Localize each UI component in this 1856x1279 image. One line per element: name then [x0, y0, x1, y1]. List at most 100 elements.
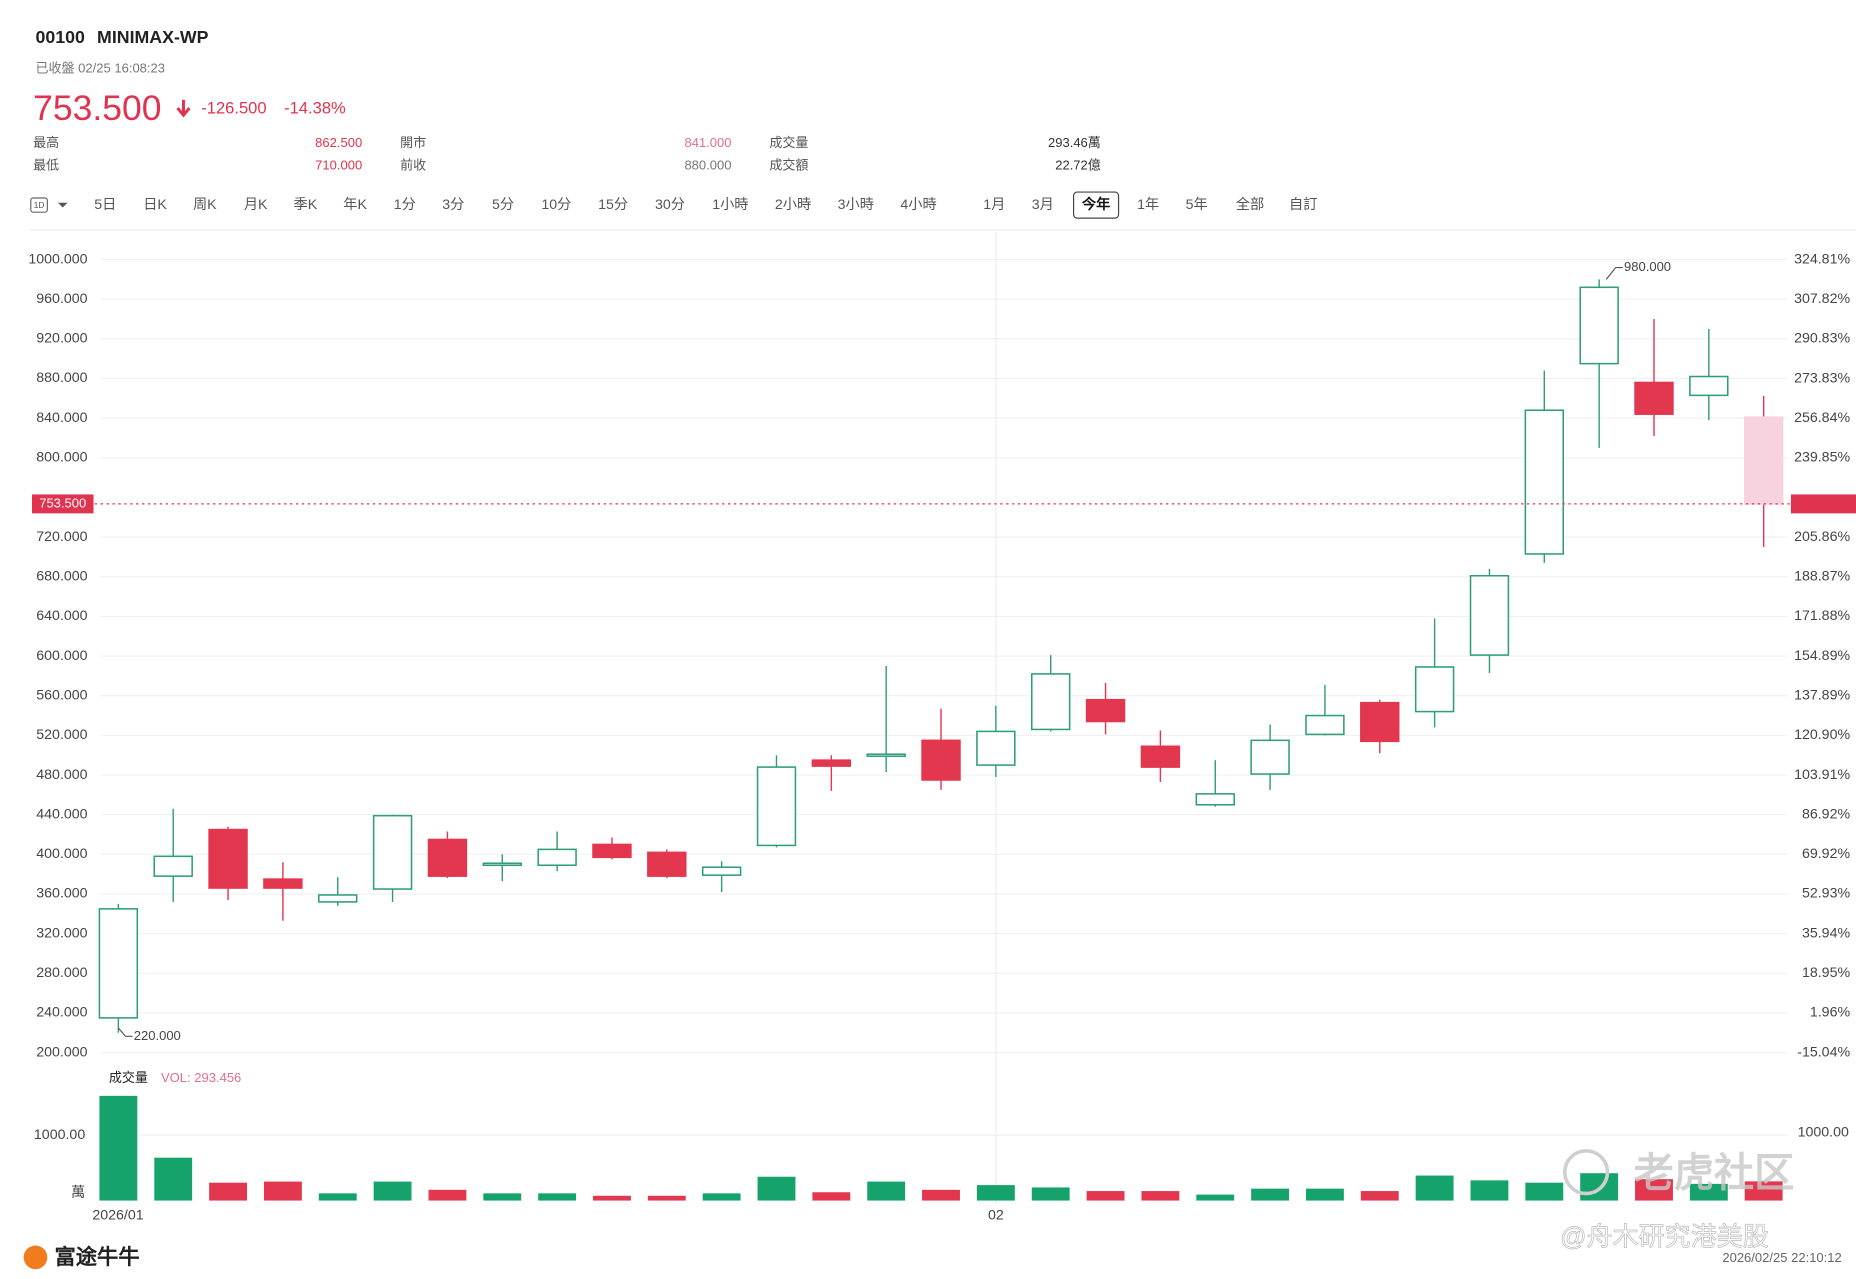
volume-bar — [1689, 1183, 1728, 1201]
candle-body — [427, 838, 468, 877]
volume-bar — [1635, 1179, 1673, 1201]
stat-value: 22.72億 — [1055, 157, 1101, 172]
tab[interactable]: 月K — [244, 197, 268, 213]
tab[interactable]: 日K — [143, 197, 167, 213]
change: -126.500 — [201, 99, 266, 118]
tab[interactable]: 1年 — [1137, 197, 1159, 213]
volume-bar — [373, 1181, 412, 1201]
change-pct: -14.38% — [284, 99, 346, 118]
tab[interactable]: 季K — [294, 197, 318, 213]
candle-body — [701, 866, 742, 876]
candle-body — [1689, 375, 1729, 397]
y-tick-label: 920.000 — [36, 331, 87, 347]
candle-body — [1414, 666, 1455, 713]
tab[interactable]: 3小時 — [838, 197, 874, 213]
y-tick-label: 1000.000 — [28, 251, 87, 267]
candle-body — [263, 878, 303, 889]
tab[interactable]: 5分 — [492, 197, 514, 213]
volume-unit: 萬 — [71, 1185, 85, 1201]
stat-value: 862.500 — [315, 135, 362, 150]
volume-bar — [867, 1181, 906, 1201]
y2-tick-label: 307.82% — [1794, 291, 1850, 307]
tab[interactable]: 5年 — [1186, 197, 1208, 213]
volume-bar — [1141, 1191, 1180, 1201]
y2-tick-label: 171.88% — [1794, 608, 1850, 624]
y-tick-label: 800.000 — [36, 450, 87, 466]
volume-bar — [1415, 1175, 1454, 1201]
watermark-logo — [1563, 1149, 1610, 1196]
tab[interactable]: 1小時 — [712, 197, 748, 213]
tab[interactable]: 今年 — [1081, 196, 1110, 213]
y2-tick-label: 52.93% — [1802, 886, 1851, 902]
y-tick-label: 400.000 — [36, 846, 87, 862]
candle-body — [756, 766, 797, 847]
tab[interactable]: 10分 — [541, 197, 571, 213]
min-label: 220.000 — [134, 1028, 181, 1043]
x-tick-label: 2026/01 — [92, 1208, 143, 1224]
volume-bar — [702, 1193, 741, 1201]
y-tick-label: 840.000 — [36, 410, 87, 426]
tab[interactable]: 3分 — [442, 197, 464, 213]
tab[interactable]: 年K — [343, 197, 367, 213]
volume-title: 成交量 — [109, 1070, 148, 1085]
y2-tick-label: 86.92% — [1802, 806, 1851, 822]
tab[interactable]: 4小時 — [900, 197, 936, 213]
candle-body — [1579, 286, 1619, 365]
y-tick-label: 440.000 — [36, 806, 87, 822]
tab[interactable]: 30分 — [655, 197, 685, 213]
tab[interactable]: 1月 — [983, 197, 1005, 213]
candle-body — [482, 862, 522, 867]
candle-body — [208, 828, 248, 889]
volume-bar — [1744, 1181, 1783, 1201]
tab[interactable]: 1分 — [394, 197, 416, 213]
candle-body — [537, 848, 577, 867]
candle-body — [592, 843, 632, 859]
stat-label: 最高 — [33, 135, 59, 150]
tab-dropdown[interactable] — [58, 202, 68, 208]
tab[interactable]: 15分 — [598, 197, 628, 213]
candle-body — [1305, 714, 1345, 736]
tab[interactable]: 2小時 — [775, 197, 811, 213]
candle-body — [318, 894, 358, 903]
volume-bar — [1470, 1180, 1509, 1201]
max-leader — [1605, 266, 1623, 280]
y-tick-label: 280.000 — [36, 965, 87, 981]
candle-body — [1030, 673, 1071, 731]
stock-name: MINIMAX-WP — [97, 27, 209, 47]
min-leader — [117, 1027, 133, 1037]
y2-tick-label: 120.90% — [1794, 727, 1850, 743]
y2-tick-label: -15.04% — [1797, 1044, 1850, 1060]
candle-body — [1360, 701, 1400, 743]
stat-value: 880.000 — [684, 157, 731, 172]
stat-label: 最低 — [33, 157, 59, 172]
volume-bar — [757, 1176, 796, 1201]
tab[interactable]: 3月 — [1032, 197, 1054, 213]
y-tick-label: 480.000 — [36, 767, 87, 783]
tab-icon-frame — [30, 197, 48, 213]
y-tick-label: 960.000 — [36, 291, 87, 307]
y2-tick-label: 1.96% — [1810, 1005, 1851, 1021]
tab[interactable]: 5日 — [94, 197, 116, 213]
candle-body — [1469, 575, 1510, 656]
brand: 富途牛牛 — [54, 1244, 139, 1269]
watermark-community: 老虎社区 — [1633, 1150, 1794, 1195]
tab[interactable]: 周K — [193, 197, 217, 213]
volume-bar — [922, 1189, 960, 1201]
brand-logo — [23, 1245, 48, 1270]
symbol: 00100 — [36, 27, 85, 47]
tab[interactable]: 全部 — [1236, 196, 1264, 213]
y-tick-label: 320.000 — [36, 925, 87, 941]
watermark-author: @舟木研究港美股 — [1560, 1221, 1769, 1251]
volume-bar — [1031, 1187, 1070, 1201]
tab-selected-frame — [1073, 191, 1120, 219]
y2-tick-label: 324.81% — [1794, 251, 1850, 267]
tab[interactable]: 1D — [34, 201, 45, 210]
tab[interactable]: 自訂 — [1289, 197, 1317, 213]
status: 已收盤 02/25 16:08:23 — [36, 60, 166, 75]
candle-body — [1195, 793, 1235, 806]
last-price-label: 753.500 — [39, 495, 86, 510]
candle-body — [866, 753, 906, 757]
volume-bar — [1360, 1191, 1399, 1201]
